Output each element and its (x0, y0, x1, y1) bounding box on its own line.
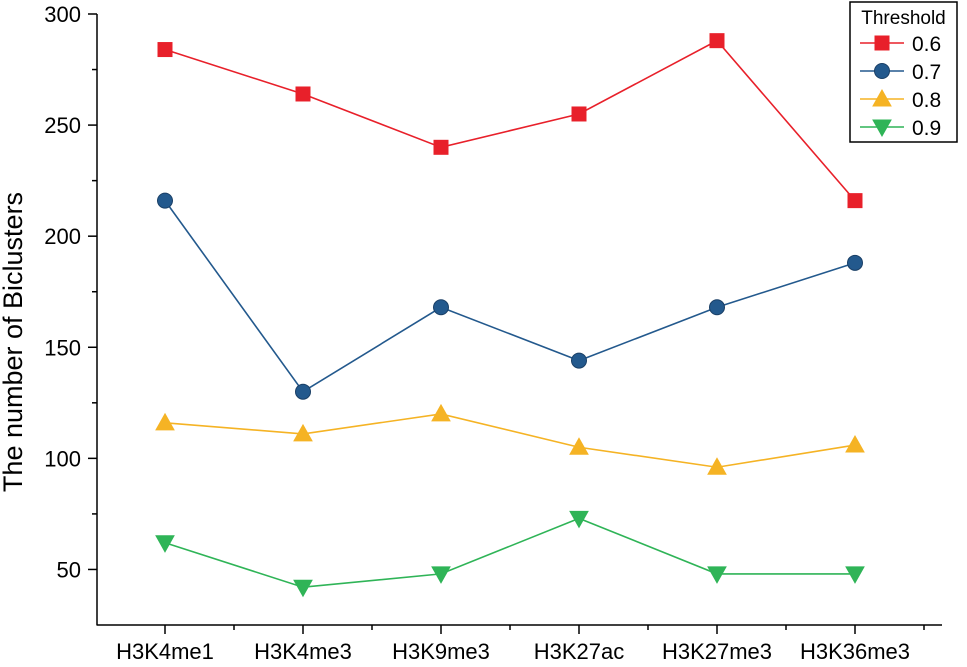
y-tick-label: 200 (44, 224, 81, 249)
legend-entry: 0.6 (860, 33, 941, 56)
x-tick-label: H3K9me3 (392, 639, 490, 662)
y-tick-label: 50 (57, 557, 81, 582)
series-0.6 (157, 33, 863, 209)
data-point (293, 579, 313, 598)
data-point (709, 299, 725, 316)
series-0.9 (155, 510, 865, 598)
series-line (164, 413, 856, 469)
data-point (295, 383, 311, 400)
series-group (155, 33, 865, 598)
y-axis-title: The number of Biclusters (0, 192, 28, 492)
legend-marker (874, 35, 890, 51)
data-point (707, 566, 727, 584)
legend-entry: 0.7 (860, 61, 941, 84)
legend-label: 0.8 (912, 89, 941, 112)
data-point (155, 412, 175, 431)
data-point (709, 33, 725, 49)
legend-marker (872, 88, 892, 107)
data-point (845, 435, 865, 453)
data-point (431, 403, 451, 422)
data-point (845, 566, 865, 584)
x-tick-label: H3K27me3 (662, 639, 772, 662)
legend-label: 0.7 (912, 61, 941, 84)
data-point (433, 299, 449, 316)
data-point (847, 254, 863, 271)
y-tick-label: 100 (44, 446, 81, 471)
legend-label: 0.9 (912, 117, 941, 140)
series-line (164, 517, 855, 589)
x-tick-label: H3K4me1 (116, 639, 214, 662)
series-0.7 (157, 192, 863, 400)
series-line (164, 39, 856, 202)
legend-entry: 0.8 (860, 88, 941, 112)
x-tick-label: H3K36me3 (800, 639, 910, 662)
legend-marker (874, 63, 890, 79)
legend: Threshold 0.6 0.7 0.8 0.9 (849, 1, 958, 143)
axes: 50 100 150 200 250 300 H3K4me1 H3K4me3 H3K9me3 H3… (44, 2, 942, 664)
data-point (571, 106, 587, 122)
series-line (164, 200, 856, 393)
data-point (569, 510, 589, 529)
y-tick-label: 250 (44, 113, 81, 138)
legend-title: Threshold (861, 8, 946, 29)
y-tick-label: 300 (44, 2, 81, 27)
y-tick-label: 150 (44, 335, 81, 360)
data-point (431, 566, 451, 584)
data-point (707, 457, 727, 475)
data-point (157, 192, 173, 209)
x-tick-label: H3K27ac (534, 639, 625, 662)
data-point (847, 193, 863, 209)
data-point (295, 86, 311, 102)
legend-marker (872, 119, 892, 138)
data-point (571, 352, 587, 369)
legend-box (849, 1, 958, 143)
data-point (157, 42, 173, 58)
x-tick-label: H3K4me3 (254, 639, 352, 662)
data-point (155, 535, 175, 553)
data-point (569, 437, 589, 455)
series-0.8 (155, 403, 865, 475)
legend-entry: 0.9 (860, 117, 941, 140)
data-point (293, 423, 313, 442)
data-point (433, 139, 449, 155)
legend-label: 0.6 (912, 33, 941, 56)
